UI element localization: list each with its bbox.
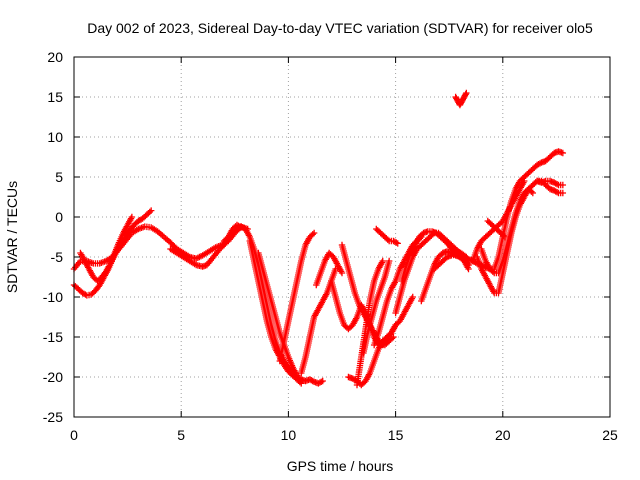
data-point	[293, 372, 301, 379]
data-point	[501, 233, 509, 241]
y-tick-label: 0	[55, 209, 63, 225]
data-track	[484, 217, 509, 241]
chart-title: Day 002 of 2023, Sidereal Day-to-day VTE…	[87, 20, 593, 36]
data-point	[388, 335, 396, 342]
y-tick-label: -15	[43, 329, 63, 345]
x-tick-labels: 0 5 10 15 20 25	[70, 427, 618, 443]
data-point	[528, 188, 535, 195]
data-point	[298, 380, 305, 387]
data-track	[313, 249, 346, 289]
x-tick-label: 0	[70, 427, 78, 443]
data-track	[77, 213, 136, 285]
data-point	[553, 189, 561, 196]
data-point	[536, 160, 544, 167]
data-point	[128, 213, 136, 221]
data-point	[384, 236, 391, 243]
data-track	[276, 229, 318, 365]
data-point	[338, 269, 346, 277]
data-point	[409, 293, 416, 301]
data-point	[147, 207, 155, 214]
data-point	[489, 268, 496, 275]
x-tick-label: 25	[602, 427, 618, 443]
data-track	[452, 89, 470, 109]
x-tick-label: 15	[388, 427, 404, 443]
data-point	[463, 255, 471, 262]
data-point	[394, 240, 401, 247]
y-tick-label: -5	[51, 249, 64, 265]
y-tick-label: -20	[43, 369, 63, 385]
data-point	[559, 189, 567, 197]
data-point	[390, 333, 397, 341]
x-tick-label: 5	[177, 427, 185, 443]
y-tick-label: -10	[43, 289, 63, 305]
data-track	[345, 293, 416, 389]
data-track	[373, 225, 401, 247]
data-track	[167, 221, 245, 270]
y-tick-label: -25	[43, 409, 63, 425]
data-point	[296, 378, 304, 386]
y-tick-labels: -25 -20 -15 -10 -5 0 5 10 15 20	[43, 49, 63, 425]
data-point	[529, 189, 537, 197]
y-tick-label: 10	[47, 129, 63, 145]
data-point	[500, 232, 507, 239]
data-track	[478, 185, 537, 277]
x-axis-label: GPS time / hours	[287, 458, 394, 474]
data-point	[309, 231, 316, 238]
data-point	[521, 177, 528, 185]
grid-lines	[74, 57, 610, 417]
data-track	[353, 257, 386, 389]
data-point	[393, 239, 400, 246]
data-point	[559, 181, 567, 189]
plot-frame	[73, 56, 611, 418]
data-track	[255, 249, 301, 379]
data-point	[553, 181, 561, 188]
y-tick-label: 5	[55, 169, 63, 185]
y-axis-label: SDTVAR / TECUs	[4, 181, 20, 293]
data-track	[360, 257, 393, 357]
y-tick-label: 15	[47, 89, 63, 105]
x-tick-label: 20	[495, 427, 511, 443]
data-point	[465, 265, 472, 273]
x-tick-label: 10	[281, 427, 297, 443]
data-point	[319, 377, 326, 385]
data-series	[70, 89, 567, 389]
data-track	[298, 265, 339, 377]
axis-ticks	[73, 56, 611, 418]
data-point	[310, 229, 318, 237]
data-point	[559, 149, 567, 157]
data-point	[385, 257, 393, 265]
y-tick-label: 20	[47, 49, 63, 65]
data-point	[462, 91, 469, 98]
data-point	[309, 377, 316, 385]
data-track	[246, 237, 305, 387]
data-point	[146, 208, 153, 216]
data-track	[533, 177, 567, 189]
data-point	[379, 257, 386, 265]
data-track	[430, 251, 472, 273]
data-point	[318, 378, 325, 385]
data-point	[463, 89, 470, 97]
